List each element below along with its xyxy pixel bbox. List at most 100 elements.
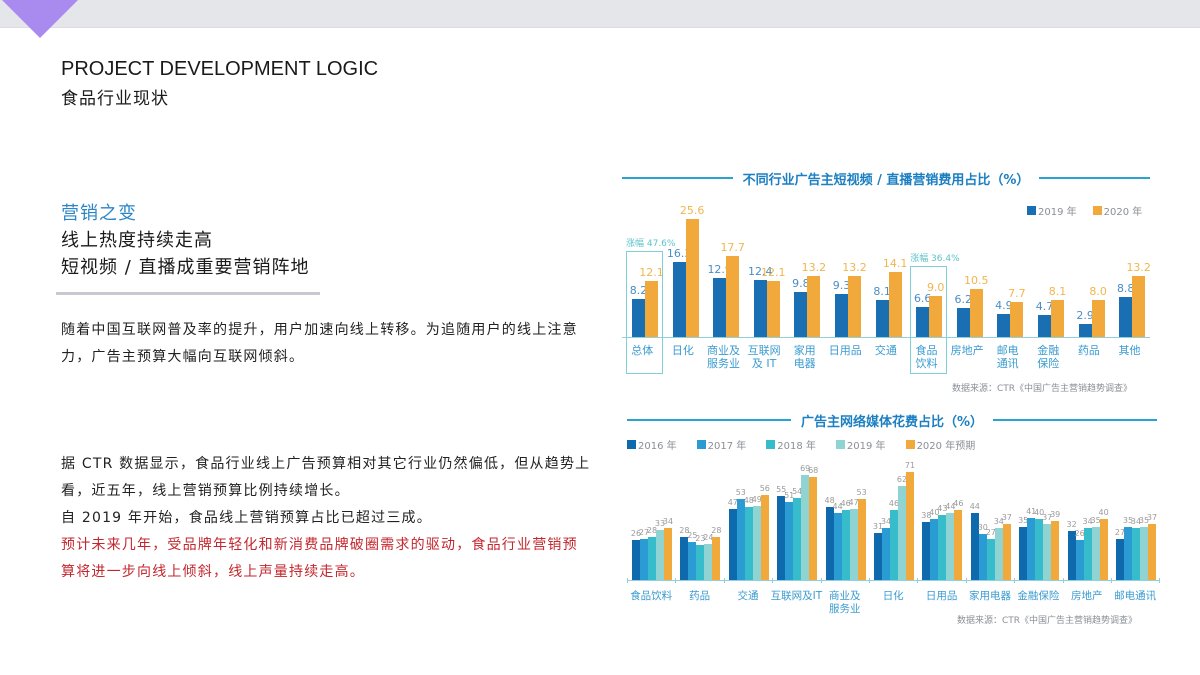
category-label: 药品 (689, 590, 711, 602)
page-title-cn: 食品行业现状 (61, 89, 169, 109)
chart1-source: 数据来源：CTR《中国广告主营销趋势调查》 (952, 384, 1133, 394)
legend-item: 2018 年 (766, 437, 816, 452)
value-label: 33 (654, 518, 666, 528)
chart1-title-row: 不同行业广告主短视频 / 直播营销费用占比（%） (622, 168, 1151, 188)
section-headline-2: 短视频 / 直播成重要营销阵地 (61, 257, 310, 278)
bar-series-0: 38 (921, 511, 931, 580)
value-label: 26 (1074, 529, 1085, 539)
category-label: 房地产 (950, 344, 984, 357)
value-label: 12.1 (639, 266, 664, 280)
value-label: 6.2 (954, 293, 973, 307)
legend-item: 2016 年 (627, 437, 677, 452)
bar-series-1: 41 (1026, 507, 1036, 580)
value-label: 37 (1042, 512, 1053, 522)
category-label: 邮电 通讯 (996, 344, 1019, 370)
value-label: 34 (662, 517, 674, 527)
value-label: 9.8 (792, 276, 810, 290)
value-label: 28 (711, 526, 722, 536)
value-label: 47 (848, 497, 859, 507)
bar-2019: 8.1 (873, 285, 891, 337)
category-label: 家用 电器 (793, 344, 816, 370)
value-label: 10.5 (964, 273, 989, 287)
value-label: 28 (646, 526, 658, 536)
bar-series-3: 34 (994, 517, 1004, 580)
value-label: 8.0 (1089, 285, 1107, 299)
bar-series-4: 40 (1099, 508, 1109, 580)
bar-series-2: 34 (1083, 517, 1093, 580)
legend-item: 2020 年预期 (905, 437, 975, 452)
bar-series-1: 25 (687, 531, 697, 580)
bar-series-0: 26 (631, 529, 641, 580)
highlight-box (626, 251, 663, 374)
bar-series-0: 32 (1067, 520, 1077, 580)
axis-tick (1014, 578, 1016, 583)
value-label: 34 (880, 517, 892, 527)
bar-series-2: 46 (889, 499, 899, 580)
value-label: 8.1 (1048, 284, 1067, 298)
value-label: 23 (695, 534, 706, 544)
bar-series-0: 27 (1115, 528, 1125, 580)
value-label: 12.4 (748, 264, 773, 278)
value-label: 68 (808, 465, 819, 475)
bar-series-4: 28 (711, 526, 721, 580)
bar-series-1: 53 (736, 488, 746, 580)
value-label: 46 (840, 499, 851, 509)
value-label: 54 (792, 486, 803, 496)
bar-2020: 13.2 (1126, 261, 1151, 337)
category-label: 互联网及IT (770, 590, 823, 602)
bar-series-3: 44 (945, 502, 955, 580)
legend-swatch (766, 440, 776, 449)
bar-series-4: 71 (905, 461, 915, 580)
axis-tick (772, 578, 774, 583)
bar-2019: 4.9 (995, 299, 1013, 337)
value-label: 40 (929, 508, 940, 518)
axis-tick (820, 578, 822, 583)
bar-series-2: 48 (744, 496, 754, 580)
category-label: 邮电通讯 (1114, 590, 1157, 602)
legend-item-2020: 2020 年 (1092, 203, 1142, 218)
value-label: 43 (937, 503, 948, 513)
title-rule-right (1039, 177, 1151, 179)
value-label: 12.1 (761, 266, 786, 280)
bar-series-1: 40 (929, 508, 939, 580)
bar-series-1: 35 (1123, 516, 1133, 580)
chart1-legend: 2019 年 2020 年 (1027, 203, 1142, 218)
category-label: 总体 (631, 344, 654, 357)
axis-tick (675, 578, 677, 583)
bar-2019: 8.2 (630, 284, 647, 337)
bar-2020: 12.1 (761, 266, 786, 337)
bar-series-0: 55 (776, 485, 786, 580)
value-label: 34 (1082, 517, 1093, 527)
legend-swatch (1027, 206, 1036, 215)
title-rule-left (622, 177, 733, 179)
value-label: 56 (759, 483, 770, 493)
legend-swatch (905, 440, 915, 449)
chart1-title: 不同行业广告主短视频 / 直播营销费用占比（%） (742, 172, 1030, 188)
bar-series-4: 37 (1147, 513, 1157, 580)
value-label: 13.2 (1126, 261, 1151, 275)
bar-series-4: 37 (1002, 513, 1012, 580)
axis-tick (1159, 578, 1161, 583)
value-label: 8.8 (1116, 281, 1135, 295)
legend-item: 2017 年 (696, 437, 746, 452)
value-label: 13.2 (842, 261, 867, 275)
bar-series-1: 30 (978, 523, 988, 580)
axis-tick (1062, 578, 1064, 583)
bar-series-4: 39 (1050, 510, 1060, 580)
value-label: 48 (743, 496, 754, 506)
value-label: 51 (784, 491, 795, 501)
bar-series-4: 34 (663, 517, 673, 580)
bar-2020: 12.1 (639, 266, 664, 337)
value-label: 62 (896, 474, 908, 484)
chart2-title-row: 广告主网络媒体花费占比（%） (627, 410, 1157, 430)
bar-series-3: 35 (1091, 516, 1101, 580)
value-label: 6.6 (913, 291, 932, 305)
value-label: 71 (904, 461, 916, 471)
bar-2020: 14.1 (883, 257, 907, 337)
bar-series-4: 68 (808, 466, 818, 580)
section-headline-1: 线上热度持续走高 (61, 230, 213, 251)
chart2-baseline (627, 580, 1160, 581)
bar-2019: 6.6 (914, 292, 931, 337)
value-label: 2.9 (1076, 308, 1094, 322)
category-label: 交通 (874, 344, 897, 357)
